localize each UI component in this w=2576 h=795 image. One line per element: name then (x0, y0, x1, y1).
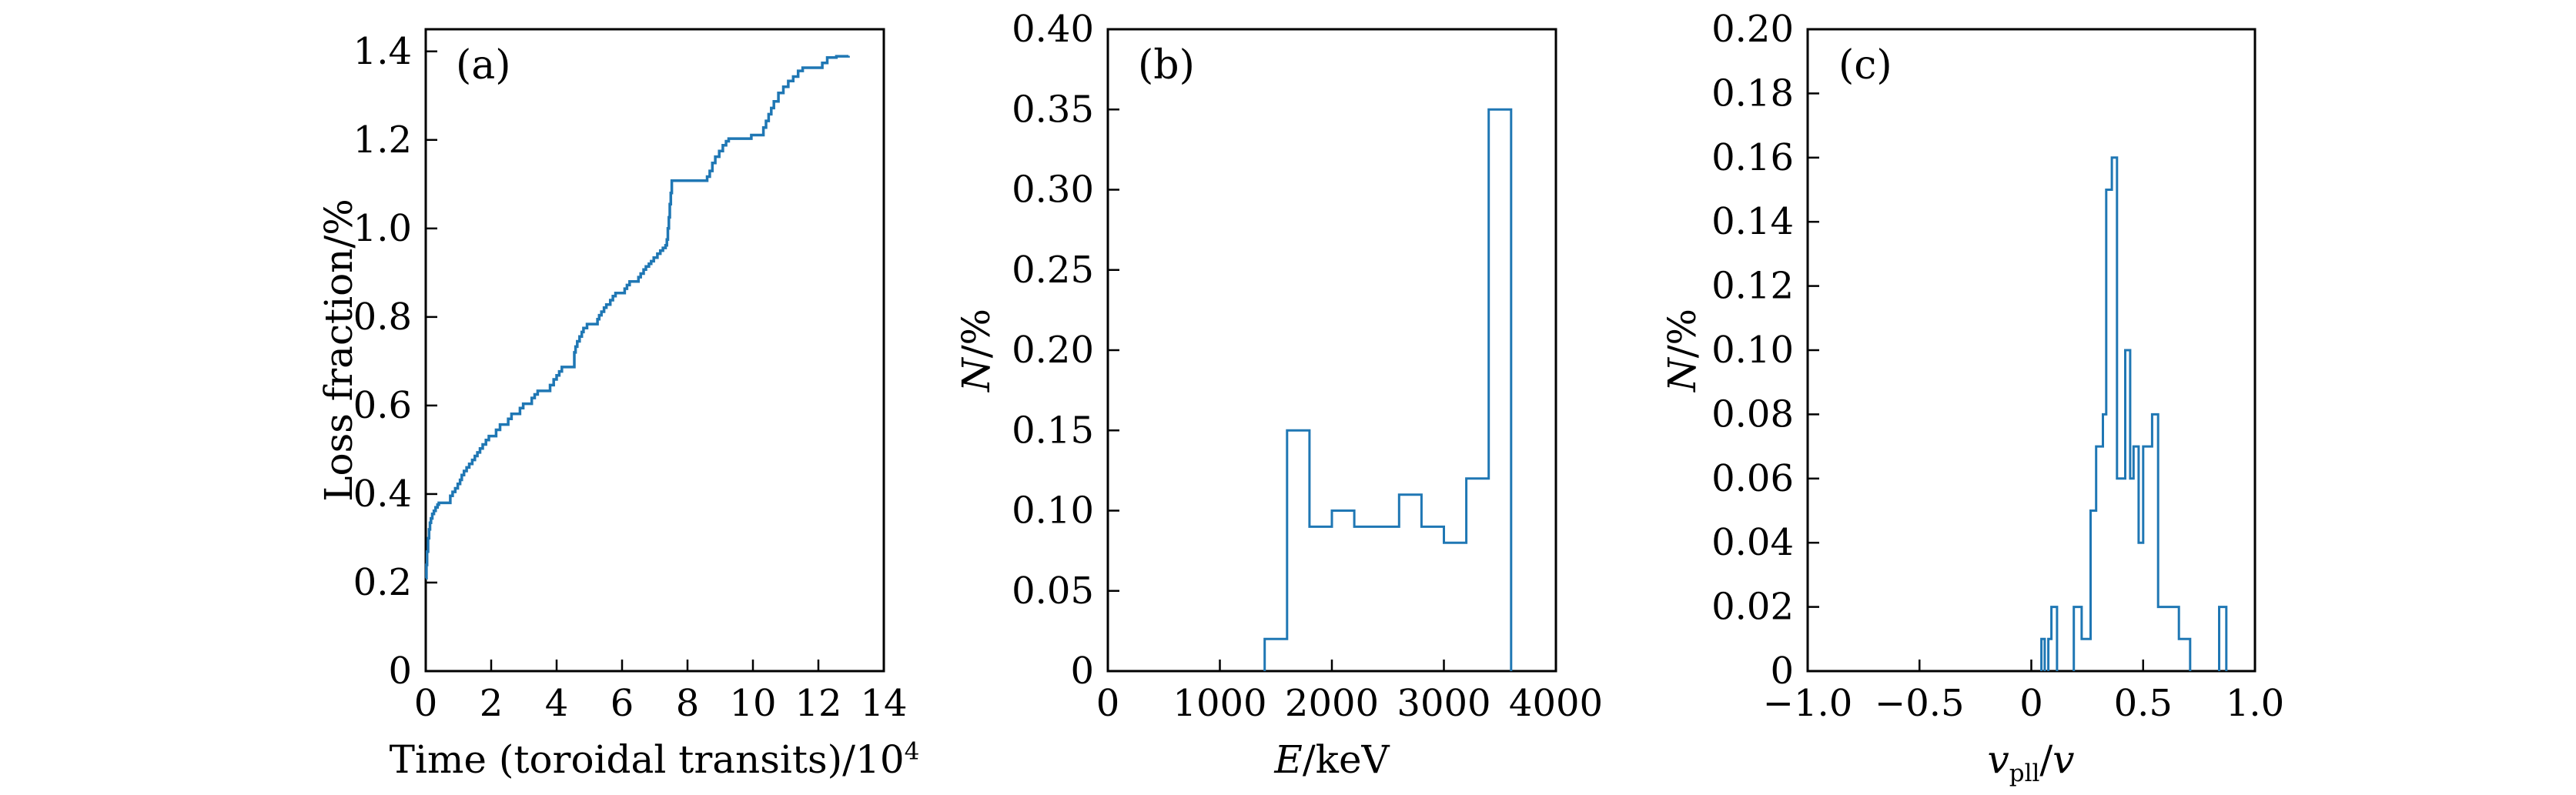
panel-a-curve (425, 55, 850, 580)
panel-a-y-tick-label: 1.4 (353, 30, 412, 73)
panel-c-y-axis-title: N/% (1660, 309, 1705, 392)
panel-c-y-tick-label: 0.18 (1711, 72, 1794, 115)
panel-b: 0 1000 2000 3000 4000 0 0.05 0.10 0.15 0.20 0.25 0.… (1012, 8, 1603, 725)
panel-b-x-tick-label: 0 (1096, 682, 1120, 725)
panel-b-y-tick-label: 0.40 (1012, 8, 1094, 51)
panel-b-x-tick-label: 2000 (1285, 682, 1379, 725)
panel-b-y-axis-symbol: N (954, 358, 999, 392)
panel-a-label: (a) (456, 42, 511, 89)
panel-c-y-tick-label: 0.16 (1711, 136, 1794, 179)
panel-a-y-tick-label: 0.6 (353, 384, 412, 427)
panel-a-x-tick-label: 8 (676, 682, 700, 725)
panel-c-y-tick-label: 0 (1770, 650, 1794, 693)
panel-c-y-tick-label: 0.08 (1711, 392, 1794, 436)
panel-c-y-tick-label: 0.14 (1711, 200, 1794, 243)
panel-c-x-axis-title: vpll/v (1987, 737, 2074, 787)
panel-a-x-tick-label: 12 (795, 682, 841, 725)
panel-a-y-axis-title-text: Loss fraction/% (316, 199, 361, 502)
panel-a-y-tick-label: 1.2 (353, 119, 412, 162)
panel-a-x-tick-label: 4 (545, 682, 569, 725)
panel-b-histogram (1263, 108, 1513, 671)
panel-b-y-tick-label: 0.20 (1012, 329, 1094, 372)
panel-a-x-axis-title-superscript: 4 (904, 737, 920, 766)
panel-a-y-tick-label: 0 (388, 650, 412, 693)
panel-b-x-axis-title: E/keV (1274, 737, 1389, 782)
panel-a-x-tick-label: 10 (729, 682, 776, 725)
panel-c-x-tick-label: 1.0 (2226, 682, 2284, 725)
panel-b-y-axis-unit: /% (954, 308, 999, 359)
panel-b-label: (b) (1138, 42, 1195, 89)
panel-c-y-tick-label: 0.06 (1711, 457, 1794, 500)
panel-c-plot-box (1806, 28, 2257, 673)
panel-b-y-tick-label: 0.15 (1012, 409, 1094, 452)
panel-b-x-tick-label: 1000 (1173, 682, 1266, 725)
panel-b-y-axis-title: N/% (954, 309, 999, 392)
panel-c-histogram (2040, 156, 2228, 671)
panel-b-y-tick-label: 0.10 (1012, 489, 1094, 533)
panel-c-x-tick-label: −0.5 (1875, 682, 1965, 725)
panel-a-x-tick-label: 6 (611, 682, 634, 725)
panel-a-y-tick-label: 0.4 (353, 473, 412, 516)
panel-a-x-axis-title: Time (toroidal transits)/104 (390, 737, 920, 782)
panel-b-y-tick-label: 0.30 (1012, 169, 1094, 212)
panel-a-y-axis-title: Loss fraction/% (316, 199, 361, 501)
panel-c-x-axis-symbol: v (1987, 737, 2009, 782)
panel-a-y-tick-label: 0.2 (353, 561, 412, 604)
panel-b-y-tick-label: 0.35 (1012, 88, 1094, 131)
panel-a-x-tick-label: 14 (860, 682, 907, 725)
panel-c-y-tick-label: 0.04 (1711, 521, 1794, 564)
panel-c-y-axis-symbol: N (1660, 358, 1705, 392)
panel-b-plot-box (1106, 28, 1557, 673)
panel-c-x-axis-symbol-2: v (2052, 737, 2075, 782)
panel-b-y-tick-label: 0 (1070, 650, 1094, 693)
panel-b-x-tick-label: 3000 (1397, 682, 1490, 725)
panel-c-x-axis-slash: / (2039, 737, 2053, 782)
panel-c: −1.0 −0.5 0 0.5 1.0 0 0.02 0.04 0.06 0.08 0.10 0.12… (1711, 8, 2284, 725)
panel-b-y-tick-label: 0.05 (1012, 570, 1094, 613)
panel-c-y-tick-label: 0.12 (1711, 265, 1794, 308)
panel-c-x-tick-label: −1.0 (1763, 682, 1853, 725)
panel-b-x-tick-label: 4000 (1509, 682, 1603, 725)
panel-a-y-tick-label: 0.8 (353, 296, 412, 339)
panel-a-plot-box (424, 28, 885, 673)
panel-c-x-axis-subscript: pll (2009, 760, 2040, 787)
panel-a-x-tick-label: 2 (480, 682, 503, 725)
panel-c-label: (c) (1838, 42, 1892, 89)
panel-c-y-tick-label: 0.02 (1711, 586, 1794, 629)
panel-c-x-tick-label: 0.5 (2114, 682, 2173, 725)
panel-b-y-tick-label: 0.25 (1012, 249, 1094, 292)
panel-a-y-tick-label: 1.0 (353, 207, 412, 250)
panel-c-y-axis-unit: /% (1660, 308, 1705, 359)
panel-b-x-axis-unit: /keV (1302, 737, 1390, 782)
panel-b-x-axis-symbol: E (1274, 737, 1303, 782)
panel-c-x-tick-label: 0 (2019, 682, 2043, 725)
panel-a-x-axis-title-text: Time (toroidal transits)/10 (389, 737, 905, 782)
panel-c-y-tick-label: 0.20 (1711, 8, 1794, 51)
panel-c-y-tick-label: 0.10 (1711, 329, 1794, 372)
panel-a-x-tick-label: 0 (414, 682, 438, 725)
